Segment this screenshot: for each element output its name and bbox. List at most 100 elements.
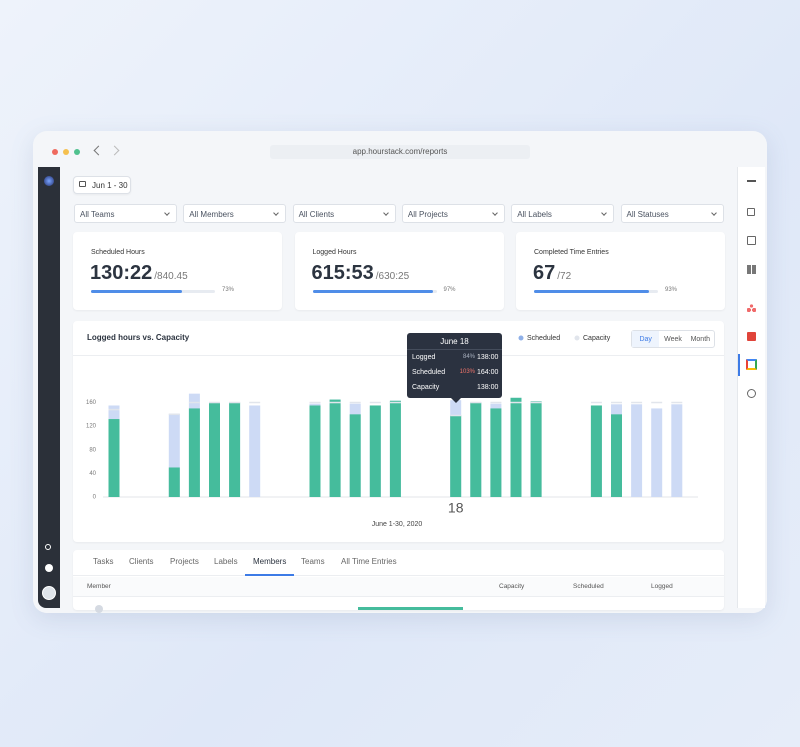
bar	[671, 404, 683, 497]
range-button[interactable]: Day	[632, 331, 660, 347]
y-tick-label: 120	[86, 424, 97, 430]
tab[interactable]: Tasks	[93, 557, 114, 566]
bar	[249, 405, 261, 497]
filter-select[interactable]: All Teams	[74, 204, 177, 223]
progress-bar	[91, 290, 182, 293]
back-button[interactable]	[93, 145, 104, 156]
bar	[168, 413, 180, 497]
legend-label: Capacity	[583, 335, 611, 342]
x-axis-label: June 1-30, 2020	[372, 521, 423, 528]
member-avatar	[95, 605, 103, 613]
forward-button[interactable]	[109, 145, 120, 156]
bar	[651, 408, 663, 497]
stat-card: Completed Time Entries 67/72 93%	[516, 232, 725, 310]
table-header: Member Capacity Scheduled Logged	[73, 577, 724, 597]
stat-value: 130:22	[90, 262, 153, 284]
progress-label: 73%	[222, 287, 235, 293]
bar	[470, 402, 482, 497]
column-header: Logged	[651, 583, 673, 590]
bar	[209, 402, 220, 497]
stat-row: 615:53/630:25	[312, 262, 410, 285]
tab[interactable]: Labels	[214, 557, 238, 566]
filter-select[interactable]: All Labels	[511, 204, 615, 223]
tooltip-title: June 18	[440, 337, 469, 346]
range-button[interactable]: Week	[664, 336, 682, 343]
progress-bar	[312, 290, 433, 293]
asana-icon[interactable]	[747, 304, 756, 312]
legend-dot	[574, 335, 580, 341]
y-tick-label: 40	[89, 471, 96, 477]
google-calendar-icon[interactable]	[746, 359, 757, 370]
bar	[229, 402, 241, 497]
stat-total: /630:25	[375, 271, 410, 282]
checklist-icon[interactable]	[747, 236, 756, 245]
export-icon[interactable]	[747, 208, 755, 216]
legend-label: Scheduled	[527, 335, 560, 342]
tooltip: June 18 Logged 84% 138:00 Scheduled 103% 164:…	[407, 333, 502, 403]
bar	[510, 397, 522, 497]
tab[interactable]: All Time Entries	[341, 557, 397, 566]
divider	[73, 355, 724, 356]
tooltip-pct: 103%	[459, 369, 475, 375]
filter-select[interactable]: All Clients	[292, 204, 396, 223]
column-header: Scheduled	[573, 583, 604, 590]
url-bar[interactable]: app.hourstack.com/reports	[270, 145, 530, 159]
add-integration-icon[interactable]	[747, 389, 756, 398]
bar	[590, 405, 602, 497]
tooltip-pct: 84%	[462, 354, 475, 360]
progress-bar	[534, 290, 650, 293]
tooltip-label: Capacity	[412, 384, 440, 391]
chart-title: Logged hours vs. Capacity	[87, 333, 190, 342]
stat-row: 130:22/840.45	[90, 262, 188, 285]
tooltip-pointer	[451, 398, 461, 403]
dashboard-icon[interactable]	[747, 265, 756, 274]
bar	[631, 404, 643, 497]
filter-select[interactable]: All Statuses	[620, 204, 724, 223]
stat-value: 67	[533, 262, 556, 284]
bar	[389, 400, 401, 497]
stat-card: Logged Hours 615:53/630:25 97%	[294, 232, 504, 310]
x-tick-label: 18	[448, 500, 464, 516]
logo[interactable]	[44, 176, 54, 186]
bar	[188, 408, 200, 497]
tab[interactable]: Projects	[170, 557, 199, 566]
bar	[530, 401, 542, 497]
tab[interactable]: Clients	[129, 557, 154, 566]
tab[interactable]: Teams	[301, 557, 325, 566]
filter-select[interactable]: All Projects	[401, 204, 505, 223]
collapse-icon[interactable]	[747, 180, 756, 182]
legend-dot	[518, 335, 524, 341]
bar	[108, 419, 120, 497]
stat-total: /72	[557, 271, 572, 282]
add-icon[interactable]	[45, 564, 53, 572]
close-dot[interactable]	[52, 149, 58, 155]
column-header[interactable]: Member	[87, 583, 111, 590]
search-icon[interactable]	[45, 544, 51, 550]
progress-label: 97%	[443, 287, 456, 293]
minimize-dot[interactable]	[63, 149, 69, 155]
date-range-button[interactable]: Jun 1 - 30	[73, 176, 131, 194]
maximize-dot[interactable]	[74, 149, 80, 155]
todoist-icon[interactable]	[747, 332, 756, 341]
tooltip-label: Scheduled	[412, 369, 446, 376]
right-sidebar	[737, 167, 765, 608]
left-sidebar	[38, 167, 60, 608]
tabs: Tasks Clients Projects Labels Members Teams Al…	[73, 550, 724, 576]
calendar-icon	[79, 181, 86, 187]
active-indicator	[738, 354, 740, 376]
tooltip-value: 138:00	[477, 354, 499, 361]
tab[interactable]: Members	[245, 550, 295, 576]
chart: Logged hours vs. Capacity June 1-30, 202…	[86, 333, 698, 528]
stat-total: /840.45	[154, 271, 188, 282]
filter-select[interactable]: All Members	[183, 204, 287, 223]
y-tick-label: 80	[89, 447, 96, 453]
stat-label: Completed Time Entries	[534, 249, 609, 256]
avatar[interactable]	[42, 586, 56, 600]
y-tick-label: 160	[86, 400, 97, 406]
stat-value: 615:53	[311, 262, 374, 284]
bar	[329, 399, 341, 497]
range-button[interactable]: Month	[690, 336, 711, 343]
range-toggle: Day Week Month	[631, 330, 715, 348]
bar	[309, 405, 321, 497]
stat-row: 67/72	[533, 262, 571, 285]
